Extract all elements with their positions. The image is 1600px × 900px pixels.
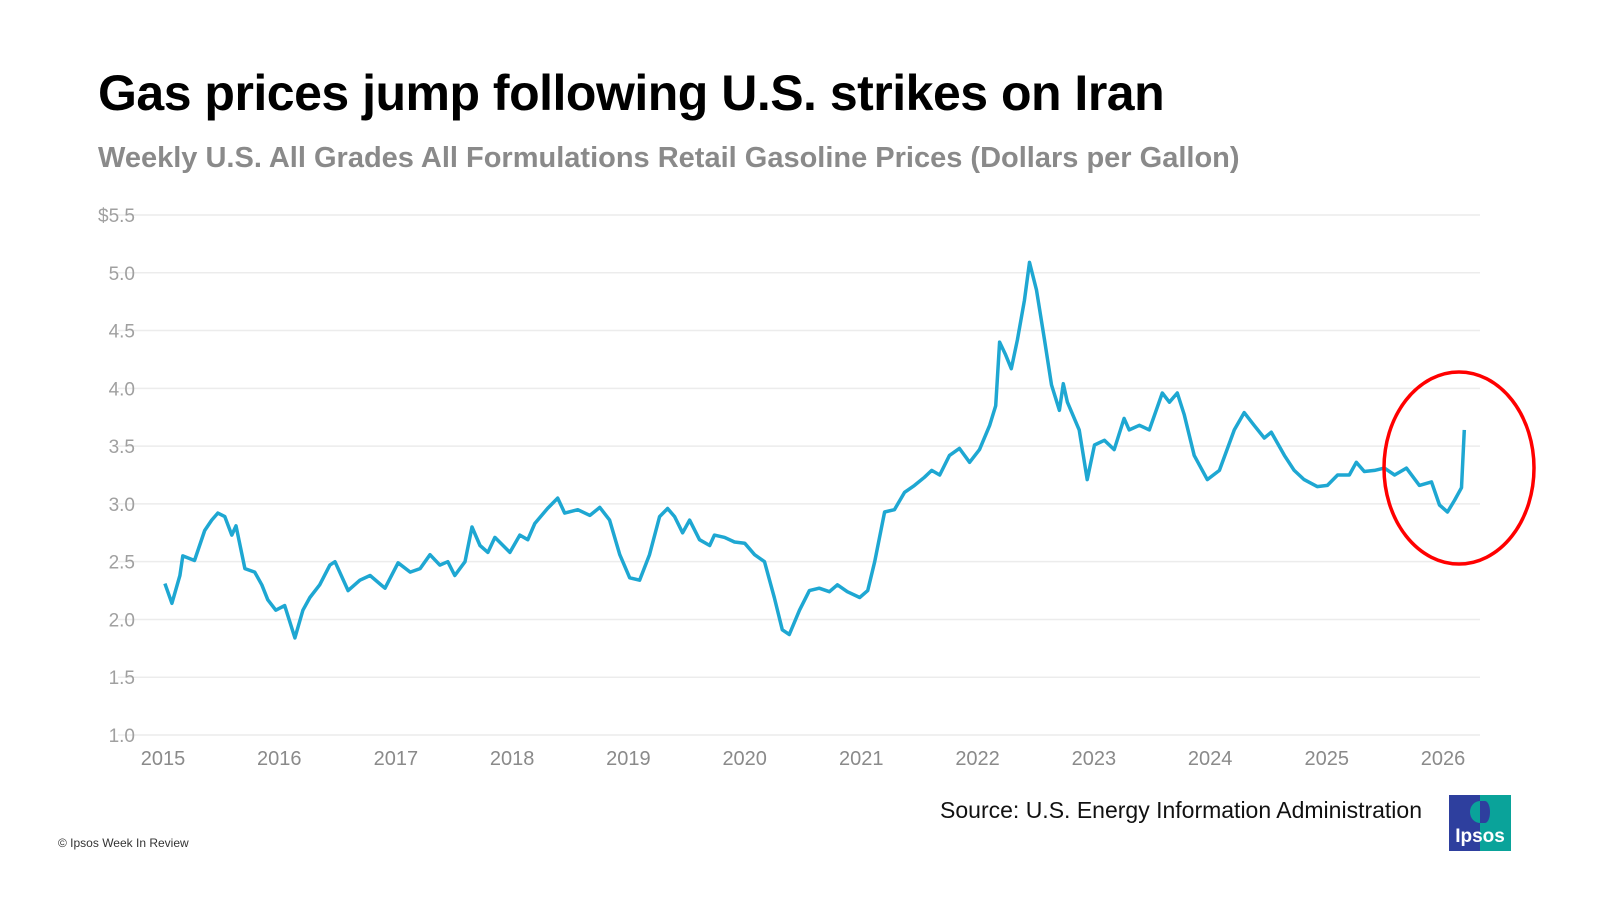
x-tick-label: 2023 [1072, 748, 1117, 770]
y-tick-label: 5.0 [109, 264, 135, 285]
y-tick-label: 2.0 [109, 610, 135, 631]
x-tick-label: 2017 [374, 748, 419, 770]
chart-subtitle: Weekly U.S. All Grades All Formulations … [98, 142, 1240, 174]
y-tick-label: 1.0 [109, 726, 135, 747]
x-tick-label: 2022 [955, 748, 1000, 770]
x-tick-label: 2024 [1188, 748, 1233, 770]
y-tick-label: 3.5 [109, 437, 135, 458]
x-tick-label: 2018 [490, 748, 535, 770]
chart-title: Gas prices jump following U.S. strikes o… [98, 65, 1165, 121]
x-tick-label: 2020 [722, 748, 767, 770]
y-tick-label: $5.5 [98, 206, 135, 227]
price-line [163, 260, 1467, 640]
x-tick-label: 2021 [839, 748, 884, 770]
y-tick-label: 3.0 [109, 495, 135, 516]
y-axis-ticks: 1.0 1.5 2.0 2.5 3.0 3.5 4.0 4.5 5.0 $5.5 [98, 206, 135, 747]
y-tick-label: 2.5 [109, 553, 135, 574]
y-tick-label: 4.5 [109, 322, 135, 343]
x-tick-label: 2016 [257, 748, 302, 770]
source-note: Source: U.S. Energy Information Administ… [940, 797, 1422, 823]
x-tick-label: 2026 [1421, 748, 1466, 770]
highlight-circle [1382, 370, 1536, 566]
gridlines [118, 214, 1480, 736]
x-tick-label: 2015 [141, 748, 186, 770]
copyright-note: © Ipsos Week In Review [58, 836, 189, 850]
ipsos-logo: Ipsos [1449, 795, 1511, 851]
x-axis-ticks: 2015 2016 2017 2018 2019 2020 2021 2022 2023 2024… [141, 748, 1466, 770]
x-tick-label: 2025 [1304, 748, 1349, 770]
y-tick-label: 1.5 [109, 668, 135, 689]
y-tick-label: 4.0 [109, 379, 135, 400]
x-tick-label: 2019 [606, 748, 651, 770]
